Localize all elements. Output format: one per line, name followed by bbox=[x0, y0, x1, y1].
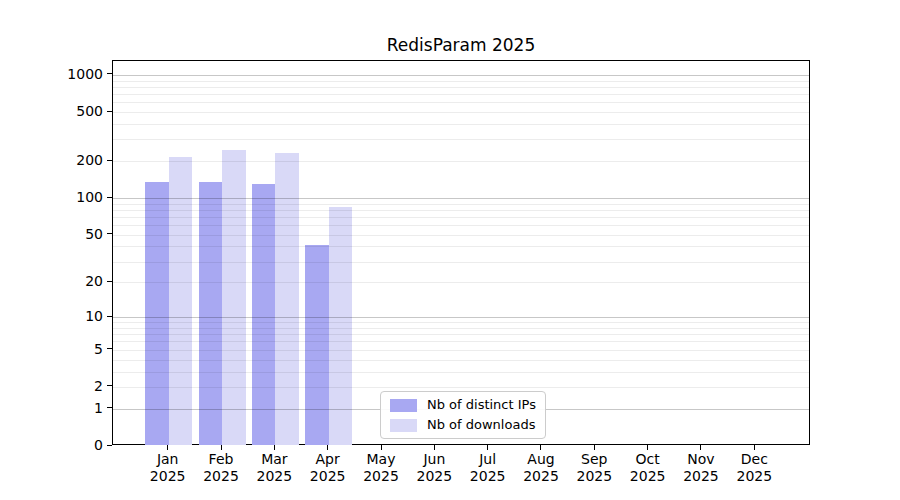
y-tick-label-1000: 1000 bbox=[39, 66, 103, 82]
x-tick-mark-mar bbox=[274, 445, 275, 450]
gridline-minor-600 bbox=[113, 102, 809, 103]
gridline-major-10 bbox=[113, 317, 809, 318]
x-tick-mark-aug bbox=[540, 445, 541, 450]
gridline-minor-40 bbox=[113, 246, 809, 247]
x-tick-mark-apr bbox=[327, 445, 328, 450]
x-tick-mark-jul bbox=[487, 445, 488, 450]
bar-jan-downloads bbox=[169, 157, 193, 445]
gridline-minor-7 bbox=[113, 334, 809, 335]
y-tick-label-100: 100 bbox=[39, 189, 103, 205]
x-tick-mark-nov bbox=[700, 445, 701, 450]
y-tick-label-2: 2 bbox=[39, 378, 103, 394]
gridline-minor-4 bbox=[113, 360, 809, 361]
gridline-minor-8 bbox=[113, 328, 809, 329]
gridline-minor-9 bbox=[113, 322, 809, 323]
chart-title: RedisParam 2025 bbox=[112, 34, 810, 56]
y-tick-label-200: 200 bbox=[39, 152, 103, 168]
x-tick-mark-may bbox=[381, 445, 382, 450]
gridline-minor-80 bbox=[113, 210, 809, 211]
legend-label: Nb of downloads bbox=[427, 418, 535, 432]
x-tick-mark-dec bbox=[754, 445, 755, 450]
x-tick-mark-jan bbox=[167, 445, 168, 450]
y-tick-mark-10 bbox=[107, 316, 112, 317]
x-tick-mark-feb bbox=[221, 445, 222, 450]
y-tick-label-500: 500 bbox=[39, 103, 103, 119]
legend-item-downloads: Nb of downloads bbox=[390, 418, 536, 432]
plot-area: Nb of distinct IPs Nb of downloads bbox=[112, 60, 810, 445]
y-tick-mark-50 bbox=[107, 233, 112, 234]
figure: RedisParam 2025 Nb of distinct IPsNb of … bbox=[0, 0, 900, 500]
legend-label: Nb of distinct IPs bbox=[427, 398, 536, 412]
y-tick-mark-200 bbox=[107, 160, 112, 161]
y-tick-mark-20 bbox=[107, 281, 112, 282]
x-tick-mark-oct bbox=[647, 445, 648, 450]
y-tick-label-5: 5 bbox=[39, 341, 103, 357]
gridline-minor-200 bbox=[113, 161, 809, 162]
gridline-major-100 bbox=[113, 198, 809, 199]
gridline-minor-300 bbox=[113, 139, 809, 140]
bar-feb-downloads bbox=[222, 150, 246, 445]
gridline-minor-3 bbox=[113, 372, 809, 373]
gridline-minor-2 bbox=[113, 387, 809, 388]
y-tick-label-1: 1 bbox=[39, 400, 103, 416]
gridline-minor-400 bbox=[113, 124, 809, 125]
y-tick-mark-1000 bbox=[107, 73, 112, 74]
bar-feb-ips bbox=[199, 182, 223, 445]
x-tick-mark-sep bbox=[594, 445, 595, 450]
gridline-minor-700 bbox=[113, 94, 809, 95]
legend-swatch-downloads bbox=[390, 419, 417, 432]
gridline-minor-500 bbox=[113, 112, 809, 113]
bar-mar-ips bbox=[252, 184, 276, 445]
x-tick-label-dec: Dec2025 bbox=[719, 451, 789, 484]
legend-swatch-distinct-ips bbox=[390, 399, 417, 412]
gridline-minor-90 bbox=[113, 204, 809, 205]
y-tick-label-10: 10 bbox=[39, 308, 103, 324]
y-tick-mark-1 bbox=[107, 407, 112, 408]
gridline-minor-800 bbox=[113, 87, 809, 88]
y-tick-label-0: 0 bbox=[39, 437, 103, 453]
y-tick-mark-5 bbox=[107, 348, 112, 349]
gridline-minor-6 bbox=[113, 341, 809, 342]
gridline-minor-900 bbox=[113, 81, 809, 82]
gridline-major-1000 bbox=[113, 75, 809, 76]
y-tick-mark-500 bbox=[107, 111, 112, 112]
y-tick-mark-0 bbox=[107, 445, 112, 446]
gridline-minor-50 bbox=[113, 235, 809, 236]
x-tick-mark-jun bbox=[434, 445, 435, 450]
y-tick-mark-2 bbox=[107, 385, 112, 386]
gridline-minor-70 bbox=[113, 217, 809, 218]
gridline-minor-20 bbox=[113, 282, 809, 283]
legend-item-distinct-ips: Nb of distinct IPs bbox=[390, 398, 536, 412]
y-tick-label-50: 50 bbox=[39, 226, 103, 242]
gridline-minor-5 bbox=[113, 350, 809, 351]
y-tick-label-20: 20 bbox=[39, 273, 103, 289]
bar-apr-ips bbox=[305, 245, 329, 445]
y-tick-mark-100 bbox=[107, 197, 112, 198]
legend: Nb of distinct IPs Nb of downloads bbox=[380, 391, 546, 439]
gridline-minor-30 bbox=[113, 262, 809, 263]
bar-jan-ips bbox=[145, 182, 169, 445]
gridline-minor-60 bbox=[113, 225, 809, 226]
